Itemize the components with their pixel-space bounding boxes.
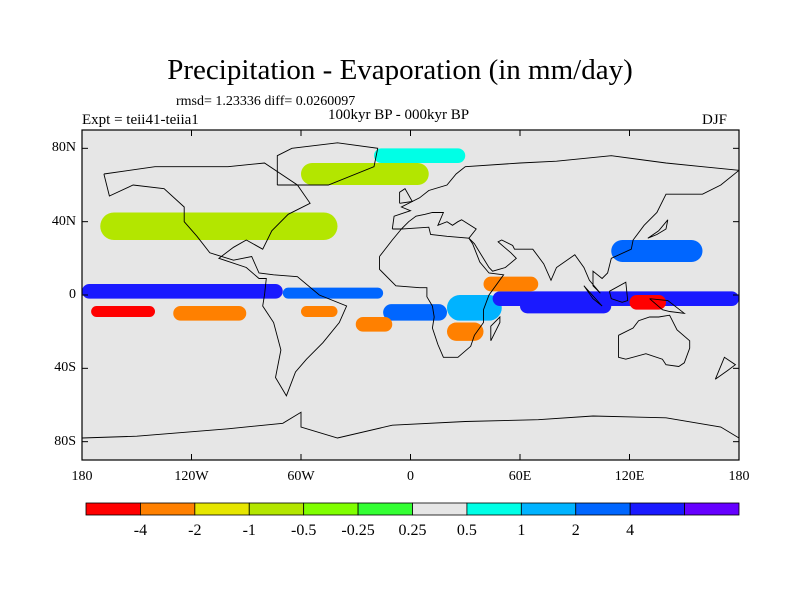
field-region	[82, 284, 283, 299]
coastline-path	[379, 226, 505, 358]
x-tick-label: 120W	[174, 469, 209, 484]
colorbar-swatch	[684, 502, 740, 516]
field-region	[629, 295, 666, 310]
field-region	[611, 240, 703, 262]
coastline-path	[649, 298, 686, 314]
coastline-path	[647, 219, 669, 239]
colorbar-swatch	[575, 502, 631, 516]
colorbar-label: 0.5	[456, 522, 477, 539]
y-tick-label: 80N	[51, 140, 76, 156]
axis-ticks	[81, 130, 740, 460]
y-tick-label: 40N	[51, 213, 76, 229]
coastline-path	[583, 285, 603, 307]
y-tick-label: 40S	[54, 360, 76, 376]
coastline-path	[82, 411, 739, 439]
x-tick-label: 180	[728, 469, 750, 484]
field-region	[100, 212, 338, 240]
colorbar-swatch	[412, 502, 468, 516]
field-region	[282, 287, 384, 299]
precip-evap-field	[82, 130, 739, 460]
colorbar-swatch	[357, 502, 413, 516]
field-region	[383, 304, 447, 321]
field-region	[91, 306, 155, 317]
period-label: 100kyr BP - 000kyr BP	[328, 107, 470, 123]
coastline-path	[391, 155, 739, 294]
colorbar-swatch	[466, 502, 522, 516]
colorbar-label: 0.25	[398, 522, 427, 539]
colorbar-swatch	[140, 502, 196, 516]
y-tick-label: 0	[69, 287, 76, 302]
colorbar-swatch	[520, 502, 577, 516]
field-region	[301, 306, 338, 317]
season-label: DJF	[702, 112, 728, 128]
colorbar-label: -4	[133, 522, 148, 539]
field-region	[173, 306, 247, 321]
colorbar-label: -0.25	[341, 522, 375, 539]
colorbar-swatch	[194, 502, 250, 516]
y-tick-label: 80S	[54, 433, 76, 449]
colorbar-swatch	[248, 502, 305, 516]
coastline-path	[714, 356, 737, 380]
coastlines	[82, 142, 739, 439]
coastline-path	[608, 281, 629, 303]
colorbar-label: -1	[242, 522, 256, 539]
colorbar-label: 1	[517, 522, 526, 539]
x-tick-label: 0	[407, 469, 414, 484]
rmsd-diff-text: rmsd= 1.23336 diff= 0.0260097	[176, 94, 356, 109]
colorbar-swatch	[303, 502, 359, 516]
figure-title: Precipitation - Evaporation (in mm/day)	[167, 54, 633, 86]
field-region	[301, 163, 429, 185]
experiment-label: Expt = teii41-teiia1	[82, 112, 199, 128]
x-tick-label: 60W	[287, 469, 315, 484]
coastline-path	[618, 314, 691, 367]
colorbar-swatch	[629, 502, 685, 516]
field-region	[355, 317, 393, 332]
colorbar-label: -0.5	[290, 522, 317, 539]
field-region	[483, 276, 539, 292]
colorbar	[85, 502, 740, 516]
field-region	[447, 295, 502, 321]
x-tick-label: 120E	[614, 469, 645, 484]
colorbar-label: 2	[571, 522, 580, 539]
coastline-path	[276, 142, 379, 186]
colorbar-label: -2	[188, 522, 202, 539]
x-tick-label: 60E	[508, 469, 532, 484]
coastline-path	[103, 162, 348, 397]
coastline-path	[490, 315, 501, 342]
colorbar-swatch	[85, 502, 141, 516]
field-region	[374, 148, 466, 163]
colorbar-label: 4	[626, 522, 635, 539]
x-tick-label: 180	[71, 469, 93, 484]
field-region	[447, 322, 484, 341]
coastline-path	[399, 188, 414, 204]
field-region	[520, 298, 612, 314]
